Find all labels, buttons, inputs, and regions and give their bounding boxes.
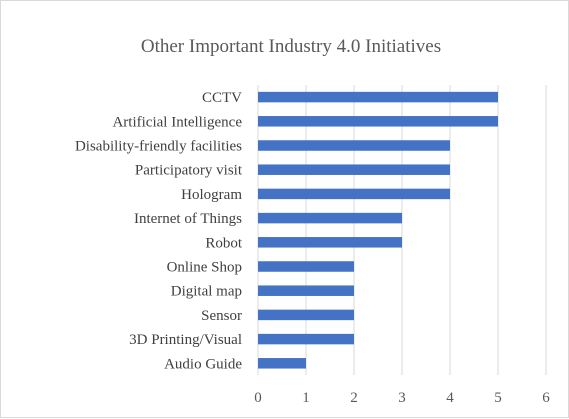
category-label: Participatory visit [135, 163, 243, 179]
category-label: CCTV [202, 90, 242, 106]
bar [258, 91, 498, 103]
bar [258, 261, 354, 272]
category-label: Disability-friendly facilities [75, 139, 242, 155]
x-tick-label: 2 [350, 390, 358, 406]
bar [258, 164, 450, 175]
x-axis-ticks: 0 1 2 3 4 5 6 [254, 390, 550, 406]
category-label: Robot [205, 235, 243, 251]
bars [258, 91, 498, 369]
x-tick-label: 3 [398, 390, 406, 406]
chart-title: Other Important Industry 4.0 Initiatives [141, 36, 441, 57]
x-tick-label: 0 [254, 390, 262, 406]
category-label: Artificial Intelligence [112, 114, 242, 130]
category-label: Sensor [201, 308, 242, 324]
x-tick-label: 6 [542, 390, 550, 406]
bar [258, 285, 354, 296]
bar [258, 237, 402, 248]
x-tick-label: 1 [302, 390, 310, 406]
bar [258, 116, 498, 127]
bar [258, 309, 354, 321]
category-label: 3D Printing/Visual [129, 332, 242, 348]
bar [258, 212, 402, 224]
bar [258, 188, 450, 200]
bar [258, 333, 354, 345]
category-label: Internet of Things [134, 211, 242, 227]
x-tick-label: 4 [446, 390, 454, 406]
x-tick-label: 5 [494, 390, 502, 406]
category-label: Audio Guide [164, 356, 242, 372]
category-label: Hologram [181, 187, 242, 203]
bar [258, 140, 450, 151]
category-label: Online Shop [167, 260, 242, 276]
bar [258, 358, 306, 369]
category-labels: CCTV Artificial Intelligence Disability-fr… [75, 90, 243, 372]
category-label: Digital map [171, 284, 242, 300]
gridlines [257, 85, 547, 375]
